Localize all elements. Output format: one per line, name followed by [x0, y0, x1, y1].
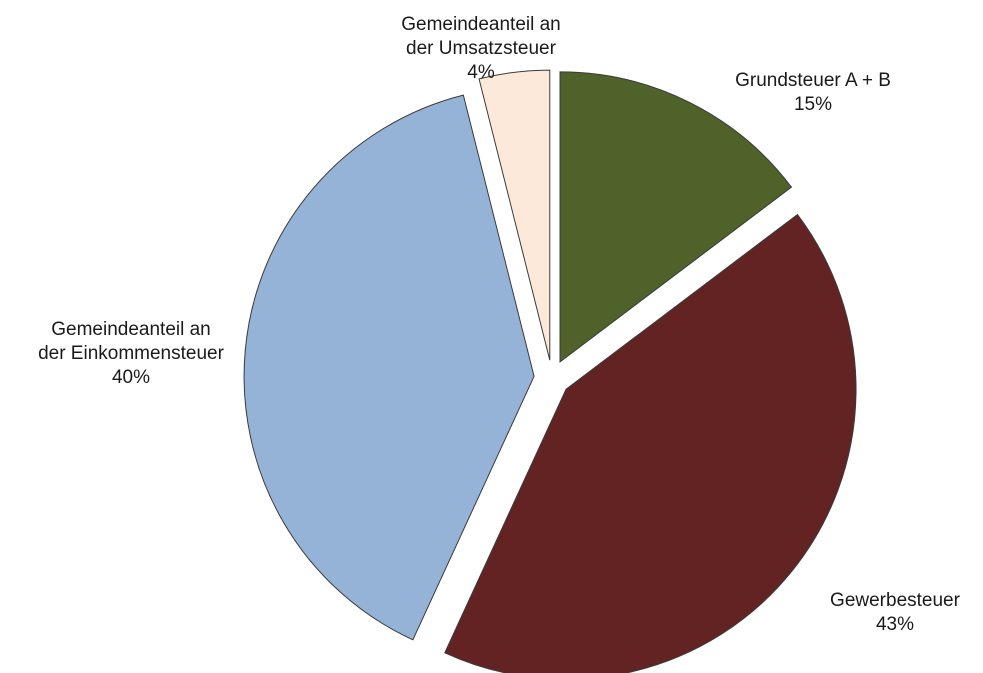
- slice-percent-label: 43%: [876, 614, 914, 635]
- slice-name-line: der Einkommensteuer: [38, 343, 225, 364]
- slice-name-line: Grundsteuer A + B: [735, 70, 891, 91]
- pie-slice-2: [243, 94, 535, 641]
- slice-name-line: der Umsatzsteuer: [406, 38, 557, 59]
- pie-slices: [243, 69, 857, 673]
- pie-slice-label-1: Gewerbesteuer 43%: [830, 590, 961, 635]
- slice-name-line: Gewerbesteuer: [830, 590, 961, 611]
- slice-name-line: Gemeindeanteil an: [401, 14, 561, 35]
- pie-slice-3: [478, 69, 551, 361]
- pie-slice-label-3: Gemeindeanteil an der Umsatzsteuer 4%: [401, 14, 561, 83]
- pie-slice-label-0: Grundsteuer A + B 15%: [735, 70, 891, 115]
- pie-labels: Grundsteuer A + B 15% Gewerbesteuer 43% Geme…: [38, 14, 961, 635]
- slice-percent-label: 40%: [112, 367, 150, 388]
- slice-percent-label: 15%: [794, 94, 832, 115]
- slice-name-line: Gemeindeanteil an: [51, 319, 211, 340]
- pie-slice-0: [559, 71, 793, 363]
- slice-percent-label: 4%: [467, 62, 495, 83]
- pie-slice-label-2: Gemeindeanteil an der Einkommensteuer 40%: [38, 319, 225, 388]
- pie-slice-1: [444, 213, 857, 673]
